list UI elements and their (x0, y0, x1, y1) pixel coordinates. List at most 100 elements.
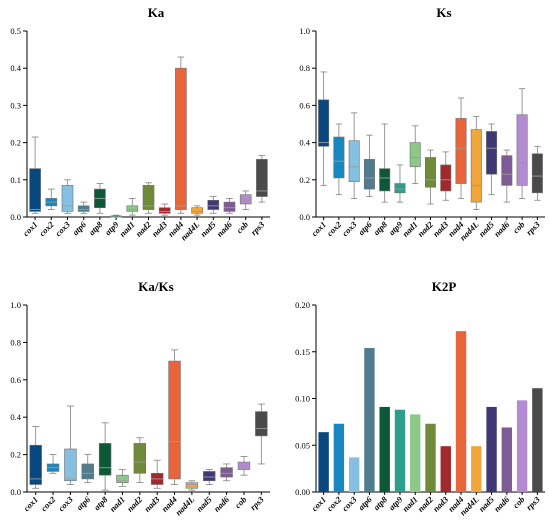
ka-y-tick-label: 0.5 (10, 26, 21, 36)
kaks-chart-title: Ka/Ks (138, 279, 173, 294)
ka-box-nad3 (158, 207, 171, 214)
k2p-bar-atp9 (394, 409, 406, 492)
kaks-box-nad4 (168, 360, 181, 480)
k2p-category-label: atp6 (356, 494, 374, 512)
ka-box-nad5 (207, 199, 220, 210)
kaks-box-rps3 (255, 411, 268, 437)
k2p-y-tick-label: 0.15 (295, 347, 310, 357)
ka-category-label: atp8 (87, 219, 105, 237)
ka-box-atp6 (77, 205, 90, 212)
kaks-y-tick-label: 0.8 (10, 337, 21, 347)
k2p-category-label: cob (511, 494, 527, 510)
ks-y-tick-label: 0.4 (299, 138, 310, 148)
k2p-y-tick-label: 0.10 (295, 394, 310, 404)
ka-box-nad4 (175, 67, 187, 210)
ks-box-nad4L (470, 129, 482, 203)
k2p-chart-title: K2P (432, 279, 457, 294)
ks-category-label: atp6 (356, 219, 374, 237)
k2p-bar-nad4 (455, 331, 467, 492)
k2p-y-tick-label: 0.00 (295, 487, 310, 497)
ka-y-tick-label: 0.0 (10, 212, 21, 222)
ka-box-cox3 (61, 185, 74, 212)
ks-box-atp8 (379, 168, 391, 192)
ka-box-rps3 (256, 159, 268, 197)
k2p-y-tick-label: 0.20 (295, 300, 310, 310)
ka-category-label: nad1 (117, 219, 136, 238)
kaks-category-label: nad1 (107, 494, 126, 513)
ka-category-label: cox2 (37, 219, 56, 238)
ks-y-tick-label: 0.8 (299, 63, 310, 73)
ks-box-nad6 (501, 155, 513, 186)
kaks-box-nad1 (116, 474, 129, 483)
k2p-bar-nad6 (501, 427, 513, 492)
kaks-category-label: nad4L (173, 494, 196, 517)
ks-category-label: nad6 (492, 219, 512, 239)
ka-category-label: atp9 (103, 219, 121, 237)
ka-box-nad4L (191, 207, 203, 214)
ks-boxplot-panel: Ks 0.0 0.2 0.4 0.6 0.8 1.0 cox1cox2cox3atp6atp… (299, 5, 545, 242)
kaks-category-label: cox1 (21, 494, 40, 513)
ka-category-label: atp6 (70, 219, 88, 237)
ka-chart-title: Ka (148, 5, 165, 20)
kaks-box-cox1 (29, 444, 42, 485)
ka-y-tick-label: 0.4 (10, 63, 21, 73)
kaks-box-nad4L (185, 482, 199, 489)
k2p-category-label: nad1 (400, 494, 419, 513)
k2p-bar-nad1 (410, 414, 421, 492)
kaks-box-atp8 (98, 443, 112, 476)
ks-category-label: atp8 (371, 219, 389, 237)
ka-category-label: nad3 (150, 219, 170, 239)
ks-y-tick-label: 1.0 (299, 26, 310, 36)
ks-y-tick-label: 0.0 (299, 212, 310, 222)
kaks-box-atp6 (81, 463, 94, 480)
kaks-category-label: atp8 (92, 494, 110, 512)
k2p-bar-cob (516, 400, 528, 492)
ka-box-cox1 (29, 168, 41, 212)
ka-box-nad6 (223, 201, 236, 212)
ka-category-label: cox3 (53, 219, 72, 238)
k2p-bar-nad5 (486, 406, 497, 492)
ks-category-label: nad1 (400, 219, 419, 238)
ks-category-label: rps3 (524, 219, 542, 237)
k2p-bar-panel: K2P 0.00 0.05 0.10 0.15 0.20 cox1cox2cox3atp6… (295, 279, 545, 517)
ka-category-label: rps3 (249, 219, 267, 237)
ka-y-tick-label: 0.1 (10, 175, 21, 185)
k2p-bar-nad2 (425, 423, 436, 492)
ka-y-tick-label: 0.2 (10, 138, 21, 148)
k2p-bar-nad4L (471, 446, 482, 492)
k2p-y-tick-label: 0.05 (295, 440, 310, 450)
k2p-category-label: cox2 (325, 494, 344, 513)
k2p-bar-atp8 (379, 406, 390, 492)
kaks-box-cox3 (64, 448, 77, 482)
ks-category-label: cob (511, 219, 527, 235)
ks-box-cox3 (348, 140, 360, 182)
k2p-bar-cox1 (318, 432, 329, 492)
ks-box-atp6 (363, 159, 375, 190)
ka-box-nad2 (142, 185, 155, 210)
k2p-bar-cox2 (333, 423, 345, 492)
kaks-box-nad2 (133, 443, 147, 474)
ks-box-cox1 (318, 99, 330, 147)
kaks-category-label: cox3 (56, 494, 75, 513)
ks-chart-title: Ks (436, 5, 451, 20)
k2p-category-label: atp8 (371, 494, 389, 512)
k2p-bar-rps3 (532, 388, 543, 492)
k2p-category-label: cox3 (340, 494, 359, 513)
ks-box-nad1 (409, 142, 421, 168)
ks-box-cox2 (333, 136, 345, 179)
ka-boxplot-panel: Ka 0.00.10.20.30.40.5cox1cox2cox3atp6atp… (10, 5, 270, 242)
k2p-bar-cox3 (348, 457, 360, 492)
ks-y-tick-label: 0.6 (299, 100, 310, 110)
ka-box-cob (239, 194, 252, 205)
k2p-category-label: rps3 (524, 494, 542, 512)
ka-y-tick-label: 0.3 (10, 100, 21, 110)
ks-box-nad5 (486, 131, 498, 175)
kaks-category-label: nad3 (142, 494, 162, 514)
ks-y-tick-label: 0.2 (299, 175, 310, 185)
k2p-category-label: nad6 (492, 494, 512, 514)
kaks-category-label: nad6 (212, 494, 232, 514)
ks-category-label: cox3 (340, 219, 359, 238)
ka-category-label: nad5 (198, 219, 218, 239)
